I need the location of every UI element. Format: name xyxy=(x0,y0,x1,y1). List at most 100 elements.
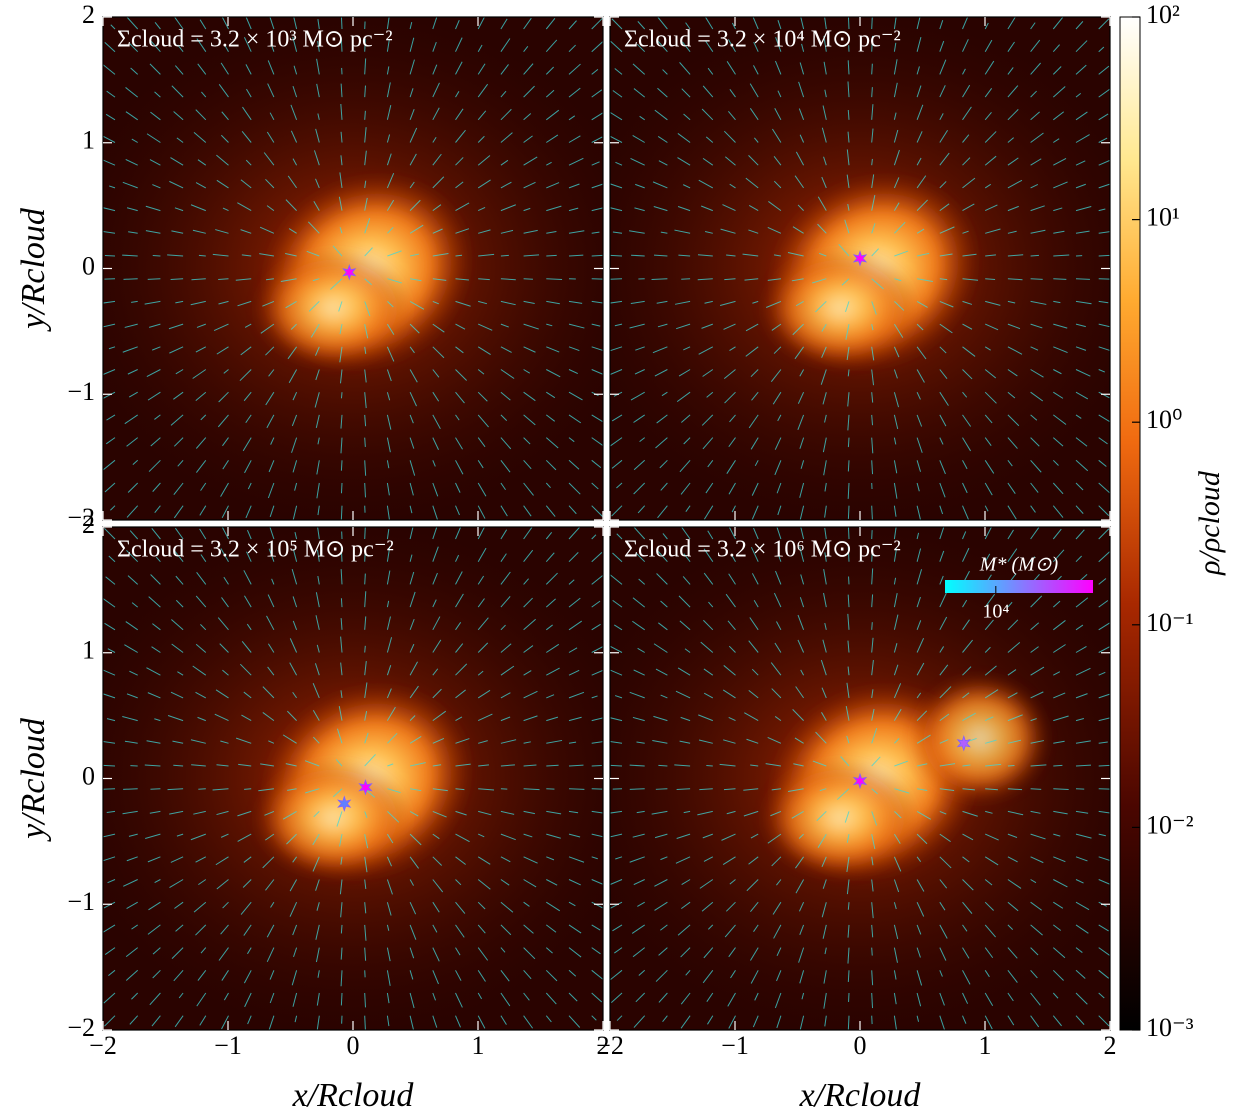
velocity-vector xyxy=(151,1015,161,1027)
velocity-vector xyxy=(237,810,252,817)
velocity-vector xyxy=(500,482,506,491)
velocity-vector xyxy=(753,527,759,540)
velocity-vector xyxy=(240,901,252,915)
velocity-vector xyxy=(409,591,416,608)
velocity-vector xyxy=(820,369,827,385)
velocity-vector xyxy=(916,833,928,845)
velocity-vector xyxy=(455,157,464,166)
velocity-vector xyxy=(386,879,393,895)
velocity-vector xyxy=(317,19,320,30)
velocity-vector xyxy=(632,716,645,722)
velocity-vector xyxy=(245,159,252,166)
velocity-vector xyxy=(220,62,229,75)
velocity-vector xyxy=(1030,62,1041,75)
velocity-vector xyxy=(568,230,585,234)
velocity-vector xyxy=(1075,529,1085,540)
velocity-vector xyxy=(591,856,598,860)
velocity-vector xyxy=(1098,208,1106,212)
velocity-vector xyxy=(846,834,850,843)
velocity-vector xyxy=(386,616,391,630)
velocity-vector xyxy=(846,735,850,744)
velocity-vector xyxy=(765,763,781,767)
velocity-vector xyxy=(962,901,973,914)
velocity-vector xyxy=(267,60,275,75)
velocity-vector xyxy=(103,323,116,328)
velocity-vector xyxy=(962,992,969,1004)
velocity-vector xyxy=(984,879,993,886)
velocity-vector xyxy=(893,112,897,120)
velocity-vector xyxy=(244,323,252,328)
velocity-vector xyxy=(154,879,161,883)
velocity-vector xyxy=(316,482,320,499)
velocity-vector xyxy=(678,595,691,608)
velocity-vector xyxy=(244,992,252,1008)
velocity-vector xyxy=(939,181,947,189)
velocity-vector xyxy=(1098,65,1110,75)
velocity-vector xyxy=(745,323,759,332)
velocity-vector xyxy=(500,716,511,722)
velocity-vector xyxy=(1007,109,1019,121)
velocity-vector xyxy=(658,992,668,1003)
velocity-vector xyxy=(500,254,509,257)
velocity-vector xyxy=(706,764,713,767)
velocity-vector xyxy=(871,622,873,630)
velocity-vector xyxy=(591,901,603,909)
velocity-vector xyxy=(477,947,489,961)
colorbar-tick-label: 10⁻¹ xyxy=(1146,608,1194,637)
velocity-vector xyxy=(797,639,805,653)
velocity-vector xyxy=(455,278,469,281)
velocity-vector xyxy=(752,1015,759,1028)
velocity-vector xyxy=(129,1015,139,1025)
velocity-vector xyxy=(545,572,558,585)
velocity-vector xyxy=(707,67,714,75)
velocity-vector xyxy=(409,901,417,915)
velocity-vector xyxy=(1075,482,1084,491)
velocity-vector xyxy=(984,947,994,959)
velocity-vector xyxy=(545,598,556,608)
velocity-vector xyxy=(199,505,207,516)
velocity-vector xyxy=(629,764,645,767)
velocity-vector xyxy=(916,157,922,166)
velocity-vector xyxy=(523,549,534,563)
velocity-vector xyxy=(409,810,419,817)
velocity-vector xyxy=(386,82,391,98)
velocity-vector xyxy=(238,763,252,767)
velocity-vector xyxy=(1075,111,1088,121)
velocity-vector xyxy=(478,300,487,305)
velocity-vector xyxy=(679,62,691,75)
velocity-vector xyxy=(268,1015,275,1030)
velocity-vector xyxy=(500,810,515,815)
velocity-vector xyxy=(364,1015,366,1030)
velocity-vector xyxy=(727,110,736,121)
star-particle xyxy=(852,250,868,267)
velocity-vector xyxy=(591,459,602,469)
velocity-vector xyxy=(1052,459,1059,466)
velocity-vector xyxy=(190,204,206,212)
velocity-vector xyxy=(893,833,901,844)
velocity-vector xyxy=(122,715,138,722)
velocity-vector xyxy=(871,301,877,315)
velocity-vector xyxy=(824,414,827,423)
velocity-vector xyxy=(817,833,827,848)
velocity-vector xyxy=(432,639,442,653)
velocity-vector xyxy=(962,253,977,257)
velocity-vector xyxy=(824,505,827,518)
velocity-vector xyxy=(591,231,600,234)
velocity-vector xyxy=(523,618,536,631)
velocity-vector xyxy=(1098,992,1105,999)
velocity-vector xyxy=(108,969,116,977)
velocity-vector xyxy=(1007,179,1023,189)
velocity-vector xyxy=(268,460,275,473)
velocity-vector xyxy=(893,482,898,499)
velocity-vector xyxy=(545,947,553,954)
velocity-vector xyxy=(766,300,782,308)
y-axis-label: y/Rcloud xyxy=(15,717,52,842)
velocity-vector xyxy=(1075,278,1090,280)
velocity-vector xyxy=(269,112,275,121)
velocity-vector xyxy=(731,505,736,513)
velocity-vector xyxy=(477,460,484,469)
velocity-vector xyxy=(962,437,972,452)
velocity-vector xyxy=(662,533,668,540)
velocity-vector xyxy=(683,437,691,445)
velocity-vector xyxy=(523,17,532,30)
